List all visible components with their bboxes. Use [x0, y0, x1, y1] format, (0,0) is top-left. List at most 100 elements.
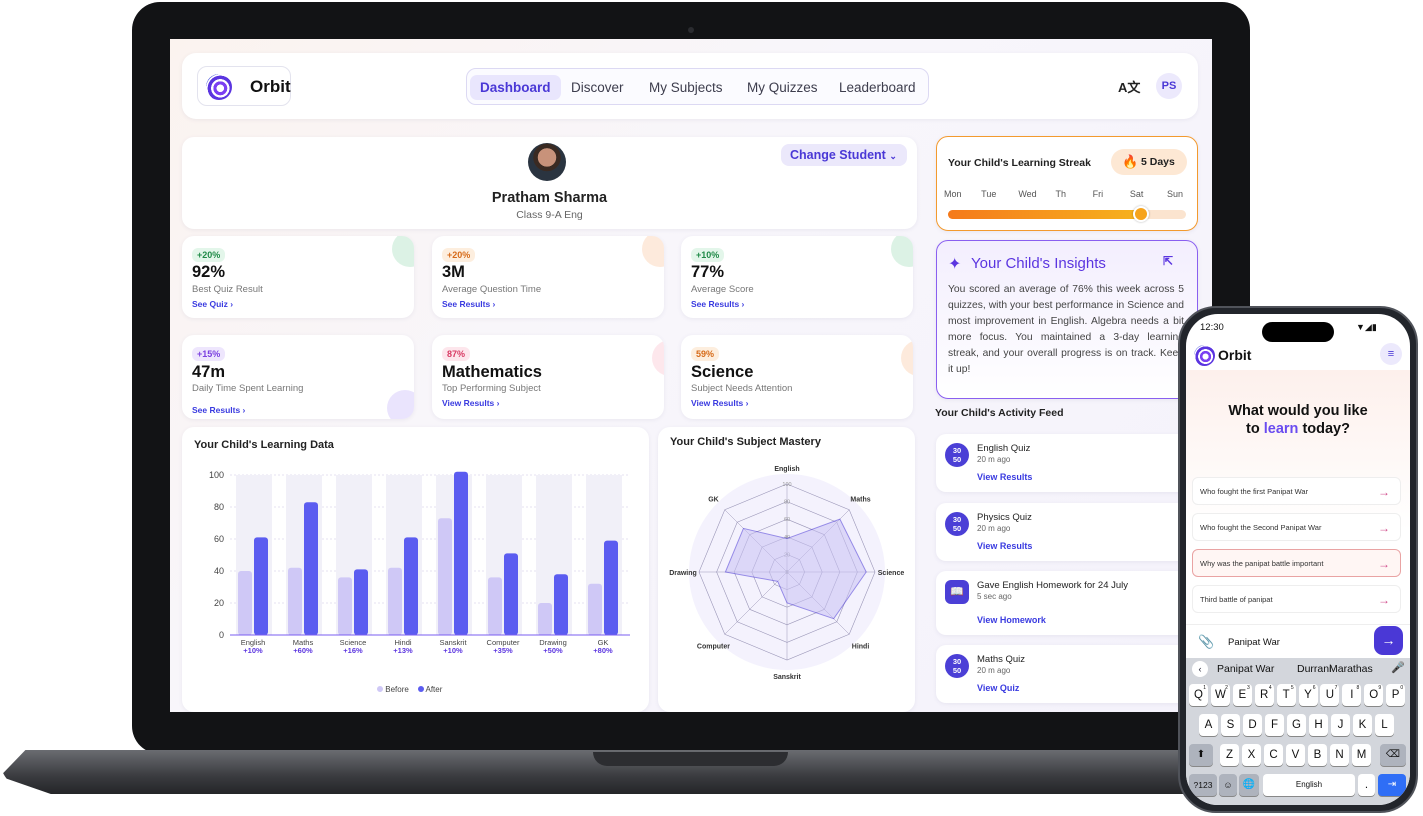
radar-ring-label: 80	[784, 500, 790, 506]
change-student-button[interactable]: Change Student ⌄	[781, 144, 907, 166]
suggestion-item[interactable]: Why was the panipat battle important →	[1192, 549, 1401, 577]
stat-link[interactable]: See Results ›	[192, 405, 246, 415]
key-number: 0	[1400, 685, 1404, 691]
prediction-2[interactable]: Durrani	[1297, 663, 1332, 675]
activity-feed-item[interactable]: 30 50 Physics Quiz 20 m ago View Results	[936, 503, 1198, 561]
radar-spoke	[724, 571, 788, 635]
stat-link[interactable]: See Results ›	[442, 299, 496, 309]
app-logo[interactable]: Orbit	[197, 66, 291, 106]
x-tick-label: Science	[340, 638, 367, 647]
prediction-1[interactable]: Panipat War	[1217, 663, 1275, 675]
menu-icon[interactable]: ≡	[1380, 343, 1402, 365]
enter-key[interactable]: ⇥	[1378, 774, 1406, 796]
stat-link[interactable]: See Quiz ›	[192, 299, 234, 309]
key[interactable]: L	[1375, 714, 1394, 736]
phone-hero-bg	[1186, 370, 1410, 530]
expand-icon[interactable]: ⇱	[1163, 254, 1174, 268]
feed-time: 5 sec ago	[977, 592, 1012, 601]
x-tick-label: English	[241, 638, 266, 647]
arrow-right-icon: →	[1378, 593, 1390, 607]
student-avatar	[528, 143, 566, 181]
decorative-blob	[642, 236, 664, 267]
prediction-3[interactable]: Marathas	[1329, 663, 1373, 675]
feed-link[interactable]: View Quiz	[977, 683, 1020, 693]
key[interactable]: X	[1242, 744, 1261, 766]
numbers-key[interactable]: ?123	[1189, 774, 1217, 796]
key[interactable]: J	[1331, 714, 1350, 736]
flame-icon: 🔥	[1122, 154, 1139, 169]
key[interactable]: Z	[1220, 744, 1239, 766]
stat-value: 77%	[691, 263, 725, 281]
key-number: 4	[1268, 685, 1272, 691]
key[interactable]: C	[1264, 744, 1283, 766]
suggestion-item[interactable]: Who fought the Second Panipat War →	[1192, 513, 1401, 541]
key[interactable]: M	[1352, 744, 1371, 766]
key[interactable]: N	[1330, 744, 1349, 766]
backspace-key[interactable]: ⌫	[1380, 744, 1406, 766]
key[interactable]: S	[1221, 714, 1240, 736]
nav-my-subjects[interactable]: My Subjects	[649, 80, 723, 95]
delta-label: +10%	[243, 646, 263, 655]
feed-link[interactable]: View Results	[977, 472, 1033, 482]
chevron-left-icon[interactable]: ‹	[1192, 661, 1208, 677]
nav-leaderboard[interactable]: Leaderboard	[839, 80, 916, 95]
legend-after-swatch	[417, 686, 424, 692]
feed-time: 20 m ago	[977, 524, 1011, 533]
suggestion-item[interactable]: Who fought the first Panipat War →	[1192, 477, 1401, 505]
key[interactable]: G	[1287, 714, 1306, 736]
stat-link[interactable]: View Results ›	[691, 398, 749, 408]
insights-card: ✦ Your Child's Insights ⇱ You scored an …	[936, 240, 1198, 399]
phone-text-input[interactable]: Panipat War	[1228, 637, 1280, 648]
mic-icon[interactable]: 🎤	[1391, 662, 1405, 674]
radar-ring-label: 40	[784, 535, 790, 541]
key[interactable]: D	[1243, 714, 1262, 736]
arrow-right-icon: →	[1378, 521, 1390, 535]
send-button[interactable]: →	[1374, 626, 1403, 655]
feed-link[interactable]: View Results	[977, 541, 1033, 551]
key[interactable]: F	[1265, 714, 1284, 736]
space-key[interactable]: English	[1263, 774, 1355, 796]
emoji-icon[interactable]: ☺	[1219, 774, 1237, 796]
shift-key[interactable]: ⬆	[1189, 744, 1213, 766]
question-accent: learn	[1263, 421, 1299, 437]
period-key[interactable]: .	[1358, 774, 1375, 796]
key[interactable]: V	[1286, 744, 1305, 766]
stat-link[interactable]: View Results ›	[442, 398, 500, 408]
nav-dashboard[interactable]: Dashboard	[470, 75, 561, 100]
bar-after	[254, 537, 268, 635]
key[interactable]: B	[1308, 744, 1327, 766]
learning-data-title: Your Child's Learning Data	[194, 439, 334, 451]
bar-after	[304, 502, 318, 635]
suggestion-item[interactable]: Third battle of panipat →	[1192, 585, 1401, 613]
nav-my-quizzes[interactable]: My Quizzes	[747, 80, 818, 95]
activity-feed-item[interactable]: 30 50 Maths Quiz 20 m ago View Quiz	[936, 645, 1198, 703]
phone-screen: 12:30 ▼◢▮ Orbit ≡ What would you like to…	[1186, 314, 1410, 805]
key[interactable]: H	[1309, 714, 1328, 736]
feed-link[interactable]: View Homework	[977, 615, 1046, 625]
streak-day-label: Wed	[1018, 189, 1037, 199]
stat-link[interactable]: See Results ›	[691, 299, 745, 309]
nav-discover[interactable]: Discover	[571, 80, 624, 95]
user-avatar[interactable]: PS	[1156, 73, 1182, 99]
streak-badge: 🔥 5 Days	[1111, 149, 1187, 175]
activity-feed-item[interactable]: 📖 Gave English Homework for 24 July 5 sec …	[936, 571, 1198, 635]
key[interactable]: A	[1199, 714, 1218, 736]
radar-area	[724, 518, 867, 620]
stat-value: Science	[691, 363, 754, 381]
globe-icon[interactable]: 🌐	[1239, 774, 1259, 796]
streak-days: 5 Days	[1141, 156, 1175, 168]
key[interactable]: K	[1353, 714, 1372, 736]
translate-icon[interactable]: A文	[1118, 80, 1141, 95]
activity-feed-item[interactable]: 30 50 English Quiz 20 m ago View Results	[936, 434, 1198, 492]
attach-icon[interactable]: 📎	[1198, 634, 1215, 649]
